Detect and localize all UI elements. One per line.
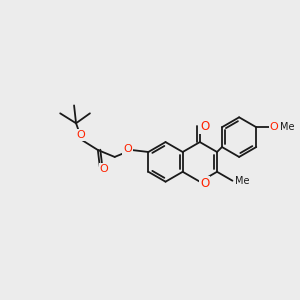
Text: Me: Me [236,176,250,186]
Text: O: O [123,144,132,154]
Text: O: O [76,130,85,140]
Text: O: O [270,122,278,132]
Text: O: O [200,177,209,190]
Text: O: O [200,120,209,133]
Text: Me: Me [280,122,295,132]
Text: O: O [99,164,108,174]
